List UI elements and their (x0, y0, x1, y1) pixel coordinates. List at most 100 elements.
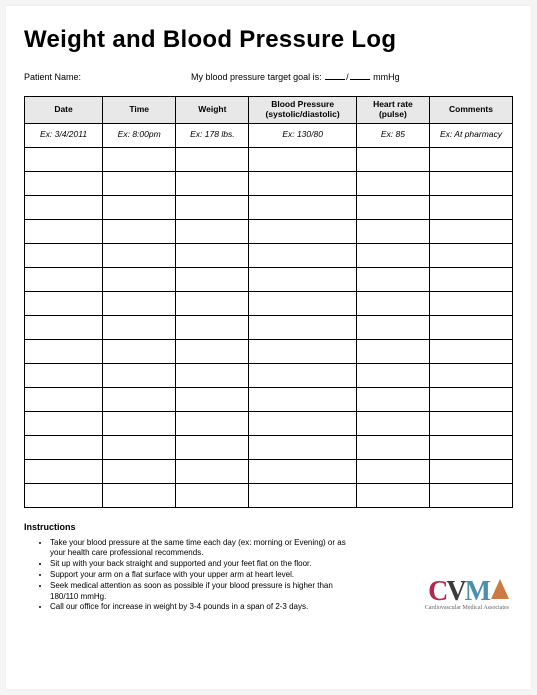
table-row[interactable] (25, 243, 513, 267)
table-row[interactable] (25, 435, 513, 459)
table-cell-blank[interactable] (356, 339, 429, 363)
table-row[interactable] (25, 411, 513, 435)
table-cell-blank[interactable] (25, 147, 103, 171)
table-cell-blank[interactable] (176, 243, 249, 267)
table-cell-blank[interactable] (25, 195, 103, 219)
table-row[interactable] (25, 291, 513, 315)
bp-goal-diastolic-blank[interactable] (350, 72, 370, 80)
table-cell-blank[interactable] (430, 291, 513, 315)
table-cell-blank[interactable] (176, 339, 249, 363)
table-cell-blank[interactable] (103, 315, 176, 339)
table-cell-blank[interactable] (356, 171, 429, 195)
table-cell-blank[interactable] (103, 243, 176, 267)
table-cell-blank[interactable] (249, 171, 356, 195)
table-row[interactable] (25, 387, 513, 411)
table-cell-blank[interactable] (25, 171, 103, 195)
table-cell-blank[interactable] (103, 267, 176, 291)
table-cell-blank[interactable] (249, 363, 356, 387)
table-row[interactable] (25, 171, 513, 195)
table-cell-blank[interactable] (103, 171, 176, 195)
table-cell-blank[interactable] (103, 219, 176, 243)
table-cell-blank[interactable] (356, 459, 429, 483)
table-cell-blank[interactable] (356, 243, 429, 267)
table-cell-blank[interactable] (103, 387, 176, 411)
table-cell-blank[interactable] (430, 411, 513, 435)
table-cell-blank[interactable] (356, 387, 429, 411)
table-cell-blank[interactable] (249, 267, 356, 291)
table-cell-blank[interactable] (176, 291, 249, 315)
table-cell-blank[interactable] (430, 171, 513, 195)
table-cell-blank[interactable] (25, 219, 103, 243)
table-cell-blank[interactable] (249, 411, 356, 435)
table-cell-blank[interactable] (430, 147, 513, 171)
table-cell-blank[interactable] (356, 435, 429, 459)
table-cell-blank[interactable] (25, 339, 103, 363)
table-cell-blank[interactable] (249, 219, 356, 243)
table-cell-blank[interactable] (356, 219, 429, 243)
table-cell-blank[interactable] (176, 387, 249, 411)
table-cell-blank[interactable] (25, 315, 103, 339)
table-cell-blank[interactable] (176, 483, 249, 507)
table-cell-blank[interactable] (356, 363, 429, 387)
table-row[interactable] (25, 459, 513, 483)
table-cell-blank[interactable] (103, 147, 176, 171)
table-cell-blank[interactable] (430, 483, 513, 507)
table-cell-blank[interactable] (249, 339, 356, 363)
table-cell-blank[interactable] (176, 363, 249, 387)
table-cell-blank[interactable] (176, 267, 249, 291)
table-cell-blank[interactable] (430, 315, 513, 339)
table-cell-blank[interactable] (25, 435, 103, 459)
table-cell-blank[interactable] (249, 291, 356, 315)
table-cell-blank[interactable] (430, 267, 513, 291)
table-cell-blank[interactable] (103, 195, 176, 219)
table-cell-blank[interactable] (103, 291, 176, 315)
table-cell-blank[interactable] (430, 243, 513, 267)
table-cell-blank[interactable] (430, 219, 513, 243)
table-cell-blank[interactable] (356, 195, 429, 219)
table-cell-blank[interactable] (249, 459, 356, 483)
table-cell-blank[interactable] (249, 147, 356, 171)
table-cell-blank[interactable] (356, 267, 429, 291)
table-cell-blank[interactable] (430, 363, 513, 387)
table-cell-blank[interactable] (25, 459, 103, 483)
table-cell-blank[interactable] (103, 483, 176, 507)
table-row[interactable] (25, 363, 513, 387)
table-cell-blank[interactable] (103, 459, 176, 483)
table-cell-blank[interactable] (249, 195, 356, 219)
table-cell-blank[interactable] (103, 363, 176, 387)
table-cell-blank[interactable] (176, 435, 249, 459)
table-cell-blank[interactable] (176, 195, 249, 219)
table-cell-blank[interactable] (356, 147, 429, 171)
table-cell-blank[interactable] (25, 387, 103, 411)
table-cell-blank[interactable] (356, 483, 429, 507)
table-row[interactable] (25, 147, 513, 171)
table-cell-blank[interactable] (430, 459, 513, 483)
table-cell-blank[interactable] (249, 435, 356, 459)
table-cell-blank[interactable] (25, 291, 103, 315)
table-cell-blank[interactable] (176, 315, 249, 339)
table-cell-blank[interactable] (249, 243, 356, 267)
table-row[interactable] (25, 267, 513, 291)
table-cell-blank[interactable] (25, 411, 103, 435)
table-cell-blank[interactable] (430, 195, 513, 219)
table-cell-blank[interactable] (249, 315, 356, 339)
table-cell-blank[interactable] (103, 411, 176, 435)
bp-goal-systolic-blank[interactable] (325, 72, 345, 80)
table-row[interactable] (25, 219, 513, 243)
table-cell-blank[interactable] (176, 219, 249, 243)
table-cell-blank[interactable] (176, 147, 249, 171)
table-cell-blank[interactable] (103, 435, 176, 459)
table-cell-blank[interactable] (430, 339, 513, 363)
table-cell-blank[interactable] (249, 387, 356, 411)
table-row[interactable] (25, 483, 513, 507)
table-cell-blank[interactable] (25, 267, 103, 291)
table-row[interactable] (25, 195, 513, 219)
table-cell-blank[interactable] (176, 459, 249, 483)
table-cell-blank[interactable] (103, 339, 176, 363)
table-cell-blank[interactable] (430, 387, 513, 411)
table-row[interactable] (25, 339, 513, 363)
table-cell-blank[interactable] (249, 483, 356, 507)
table-cell-blank[interactable] (356, 291, 429, 315)
table-cell-blank[interactable] (430, 435, 513, 459)
table-cell-blank[interactable] (356, 315, 429, 339)
